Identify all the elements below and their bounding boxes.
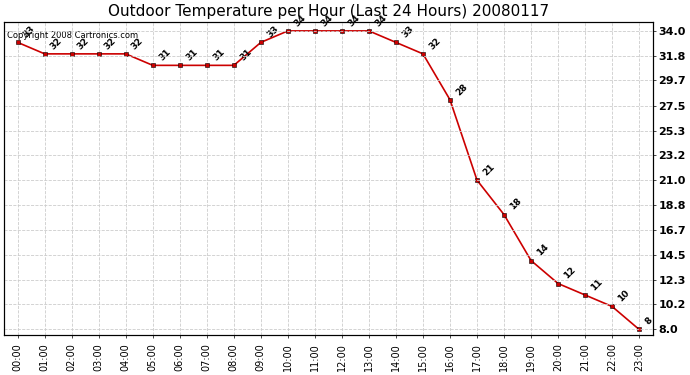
Text: 31: 31 bbox=[157, 47, 172, 63]
Text: 28: 28 bbox=[454, 82, 469, 97]
Text: 11: 11 bbox=[589, 277, 604, 292]
Text: 32: 32 bbox=[49, 36, 64, 51]
Text: 32: 32 bbox=[76, 36, 91, 51]
Text: 10: 10 bbox=[616, 289, 631, 304]
Text: 32: 32 bbox=[427, 36, 442, 51]
Text: 14: 14 bbox=[535, 243, 551, 258]
Text: 21: 21 bbox=[481, 162, 496, 177]
Text: 31: 31 bbox=[238, 47, 253, 63]
Text: Copyright 2008 Cartronics.com: Copyright 2008 Cartronics.com bbox=[8, 31, 139, 40]
Text: 18: 18 bbox=[509, 196, 524, 212]
Text: 31: 31 bbox=[184, 47, 199, 63]
Text: 12: 12 bbox=[562, 266, 578, 281]
Text: 8: 8 bbox=[643, 316, 654, 327]
Text: 34: 34 bbox=[292, 13, 307, 28]
Text: 33: 33 bbox=[22, 24, 37, 40]
Text: 32: 32 bbox=[103, 36, 118, 51]
Text: 33: 33 bbox=[400, 24, 415, 40]
Text: 33: 33 bbox=[265, 24, 280, 40]
Text: 34: 34 bbox=[373, 13, 388, 28]
Text: 34: 34 bbox=[346, 13, 362, 28]
Text: 34: 34 bbox=[319, 13, 335, 28]
Text: 32: 32 bbox=[130, 36, 145, 51]
Text: 31: 31 bbox=[211, 47, 226, 63]
Title: Outdoor Temperature per Hour (Last 24 Hours) 20080117: Outdoor Temperature per Hour (Last 24 Ho… bbox=[108, 4, 549, 19]
